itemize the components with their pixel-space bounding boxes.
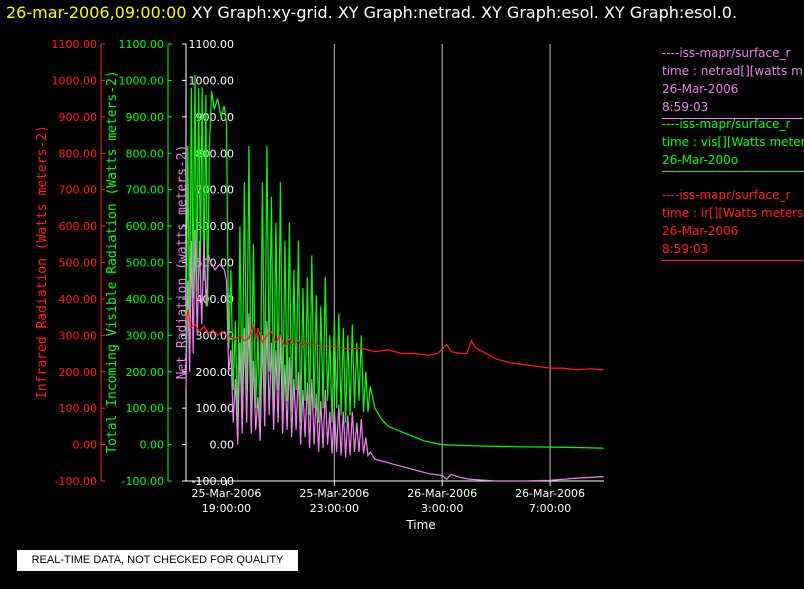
y-tick-label-ir: 1100.00 [52,38,98,51]
x-tick-label: 23:00:00 [310,502,359,515]
y-tick-label-net: 400.00 [196,293,235,306]
legend-vis-line: ----iss-mapr/surface_r [662,117,791,131]
y-tick-label-vis: -100.00 [122,475,164,488]
y-tick-label-ir: 800.00 [59,147,98,160]
x-tick-label: 25-Mar-2006 [191,487,261,500]
y-tick-label-ir: 900.00 [59,111,98,124]
y-tick-label-ir: 200.00 [59,366,98,379]
y-tick-label-vis: 500.00 [126,257,165,270]
legend-net-line: ----iss-mapr/surface_r [662,46,791,60]
y-tick-label-ir: 300.00 [59,329,98,342]
y-tick-label-net: 0.00 [210,439,235,452]
header-graphs: XY Graph:xy-grid. XY Graph:netrad. XY Gr… [191,3,738,22]
y-tick-label-vis: 700.00 [126,184,165,197]
legend-ir-line: 8:59:03 [662,242,709,256]
y-tick-label-vis: 100.00 [126,402,165,415]
y-tick-label-vis: 400.00 [126,293,165,306]
legend-net-line: 26-Mar-2006 [662,82,739,96]
y-tick-label-ir: 500.00 [59,257,98,270]
x-axis-title: Time [405,518,435,532]
y-tick-label-vis: 800.00 [126,147,165,160]
x-tick-label: 26-Mar-2006 [407,487,477,500]
x-tick-label: 3:00:00 [421,502,463,515]
y-axis-title-ir: Infrared Radiation (Watts meters-2) [35,125,50,399]
legend-net-line: time : netrad[][watts m [662,64,803,78]
series-line-ir [185,309,604,371]
y-tick-label-ir: -100.00 [55,475,97,488]
y-tick-label-vis: 200.00 [126,366,165,379]
y-tick-label-vis: 900.00 [126,111,165,124]
x-tick-label: 25-Mar-2006 [299,487,369,500]
y-tick-label-net: 1000.00 [189,74,235,87]
series-line-net [185,229,604,482]
y-tick-label-net: 1100.00 [189,38,235,51]
legend-net-line: 8:59:03 [662,100,709,114]
legend-ir-line: ----iss-mapr/surface_r [662,188,791,202]
x-tick-label: 26-Mar-2006 [515,487,585,500]
legend-vis-line: 26-Mar-200o [662,153,739,167]
y-tick-label-net: 100.00 [196,402,235,415]
y-tick-label-ir: 1000.00 [52,74,98,87]
y-tick-label-vis: 300.00 [126,329,165,342]
y-tick-label-vis: 600.00 [126,220,165,233]
header-datetime: 26-mar-2006,09:00:00 [6,3,187,22]
y-tick-label-net: 200.00 [196,366,235,379]
y-tick-label-ir: 700.00 [59,184,98,197]
header: 26-mar-2006,09:00:00 XY Graph:xy-grid. X… [6,3,737,22]
legend-vis-line: time : vis[][Watts meter [662,135,804,149]
y-tick-label-vis: 1000.00 [119,74,165,87]
y-tick-label-ir: 400.00 [59,293,98,306]
legend-net: ----iss-mapr/surface_r time : netrad[][w… [662,44,803,119]
y-tick-label-ir: 600.00 [59,220,98,233]
y-tick-label-vis: 0.00 [140,439,165,452]
y-tick-label-vis: 1100.00 [119,38,165,51]
y-tick-label-ir: 100.00 [59,402,98,415]
y-tick-label-net: 300.00 [196,329,235,342]
y-axis-title-vis: Total Incoming Visible Radiation (Watts … [105,70,120,454]
x-tick-label: 7:00:00 [529,502,571,515]
legend-ir: ----iss-mapr/surface_r time : ir[][Watts… [662,186,804,261]
legend-ir-line: time : ir[][Watts meters [662,206,804,220]
x-tick-label: 19:00:00 [202,502,251,515]
legend-ir-line: 26-Mar-2006 [662,224,739,238]
legend-vis: ----iss-mapr/surface_r time : vis[][Watt… [662,115,804,172]
y-tick-label-ir: 0.00 [73,439,98,452]
quality-disclaimer: REAL-TIME DATA, NOT CHECKED FOR QUALITY [17,550,298,571]
series-line-vis [185,74,604,449]
